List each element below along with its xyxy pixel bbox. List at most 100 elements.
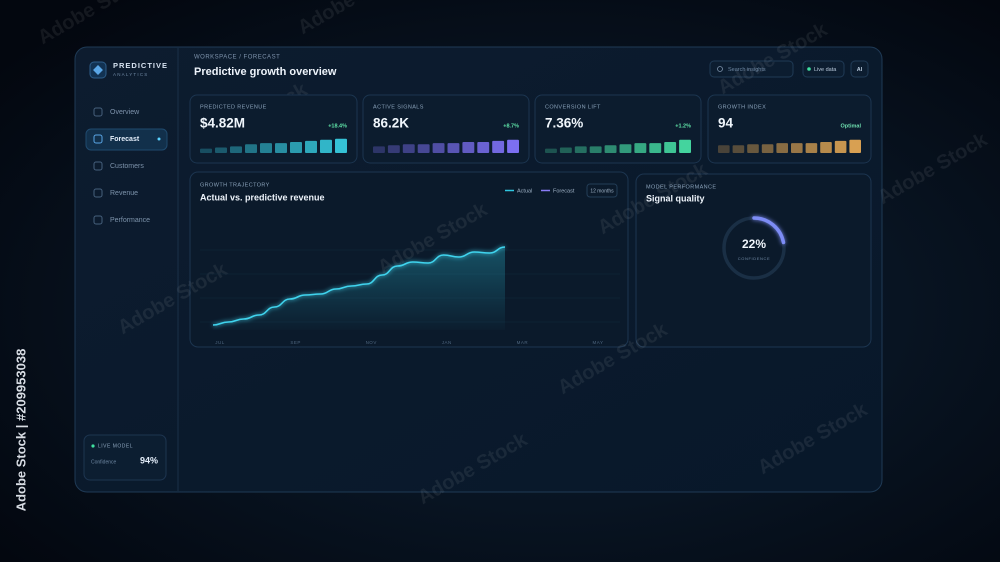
nav-icon — [93, 161, 103, 171]
nav-icon — [93, 134, 103, 144]
ai-label: AI — [857, 67, 863, 73]
nav-item[interactable]: Performance — [110, 217, 150, 224]
card-title: Signal quality — [646, 193, 705, 203]
nav-icon — [93, 215, 103, 225]
gauge-card — [635, 173, 872, 348]
kpi-value: 94 — [718, 116, 734, 131]
kpi-bar — [649, 143, 662, 153]
status-label: LIVE MODEL — [98, 443, 133, 449]
kpi-bar — [718, 145, 730, 153]
search-box[interactable] — [709, 60, 794, 78]
search-placeholder: Search insights — [728, 67, 766, 73]
x-tick-label: MAY — [593, 340, 604, 345]
kpi-bar — [664, 142, 677, 153]
gauge-caption: CONFIDENCE — [738, 256, 770, 261]
kpi-bar — [545, 148, 557, 153]
x-tick-label: NOV — [366, 340, 377, 345]
kpi-bar — [776, 143, 788, 153]
kpi-bar — [619, 144, 632, 153]
kpi-bar — [417, 144, 430, 153]
kpi-bar — [245, 144, 257, 153]
status-dot — [91, 444, 95, 448]
kpi-value: $4.82M — [200, 116, 245, 131]
kpi-bar — [477, 142, 490, 153]
x-tick-label: SEP — [290, 340, 301, 345]
kpi-change: +1.2% — [675, 123, 691, 129]
x-tick-label: MAR — [517, 340, 529, 345]
brand-name: PREDICTIVE — [113, 61, 168, 70]
gauge-arc — [722, 216, 786, 280]
kpi-change: +8.7% — [503, 123, 519, 129]
actual-line — [212, 246, 506, 326]
kpi-bar — [507, 139, 519, 153]
card-eyebrow: MODEL PERFORMANCE — [646, 184, 716, 190]
kpi-bar — [805, 143, 818, 153]
kpi-bar — [834, 140, 847, 153]
kpi-change: Optimal — [841, 123, 862, 129]
kpi-bar — [260, 143, 272, 153]
nav-item[interactable]: Revenue — [110, 190, 138, 197]
kpi-label: GROWTH INDEX — [718, 104, 766, 110]
kpi-label: PREDICTED REVENUE — [200, 104, 267, 110]
kpi-bar — [574, 146, 587, 153]
kpi-change: +18.4% — [328, 123, 347, 129]
status-card — [83, 434, 167, 481]
kpi-bar — [305, 140, 317, 153]
range-chip-label: 12 months — [590, 188, 614, 194]
kpi-bar — [402, 144, 415, 153]
kpi-bar — [200, 148, 212, 153]
status-value: 94% — [140, 455, 158, 465]
live-dot — [807, 67, 811, 71]
kpi-bar — [492, 140, 505, 153]
nav-item[interactable]: Overview — [110, 109, 140, 116]
kpi-bar — [320, 139, 332, 153]
kpi-value: 7.36% — [545, 116, 583, 131]
x-tick-label: JAN — [442, 340, 452, 345]
card-title: Actual vs. predictive revenue — [200, 192, 325, 202]
range-chip[interactable] — [586, 183, 618, 198]
kpi-bar — [215, 147, 227, 153]
live-label: Live data — [814, 67, 837, 73]
status-metric: Confidence — [91, 459, 117, 465]
nav-icon — [93, 188, 103, 198]
kpi-bar — [589, 146, 602, 153]
kpi-bar — [820, 142, 832, 153]
live-button[interactable] — [802, 60, 845, 78]
kpi-bar — [634, 143, 647, 153]
kpi-bar — [462, 142, 475, 153]
kpi-bar — [679, 139, 691, 153]
card-eyebrow: GROWTH TRAJECTORY — [200, 182, 270, 188]
nav-active-dot — [157, 137, 161, 141]
kpi-bar — [849, 139, 861, 153]
nav-active-bg — [85, 128, 168, 151]
kpi-label: CONVERSION LIFT — [545, 104, 601, 110]
legend-label: Actual — [517, 188, 532, 194]
brand-logo-mark — [93, 65, 103, 75]
legend-label: Forecast — [553, 188, 575, 194]
gauge-value: 22% — [742, 237, 766, 251]
ai-button[interactable] — [850, 60, 869, 78]
kpi-bar — [290, 142, 302, 153]
nav-item[interactable]: Customers — [110, 163, 144, 170]
kpi-bar — [791, 143, 803, 153]
kpi-bar — [761, 144, 774, 153]
kpi-bar — [387, 145, 400, 153]
actual-area — [213, 247, 505, 330]
kpi-bar — [559, 147, 572, 153]
nav-item[interactable]: Forecast — [110, 136, 140, 143]
kpi-bar — [747, 144, 759, 153]
kpi-bar — [432, 143, 445, 153]
kpi-bar — [230, 146, 242, 153]
kpi-label: ACTIVE SIGNALS — [373, 104, 424, 110]
kpi-bar — [275, 143, 287, 153]
search-icon — [717, 66, 723, 72]
nav-icon — [93, 107, 103, 117]
kpi-bar — [335, 138, 347, 153]
watermark-side: Adobe Stock | #209953038 — [13, 349, 28, 512]
brand-sub: ANALYTICS — [113, 72, 148, 77]
x-tick-label: JUL — [215, 340, 225, 345]
kpi-value: 86.2K — [373, 116, 409, 131]
kpi-bar — [604, 145, 617, 153]
